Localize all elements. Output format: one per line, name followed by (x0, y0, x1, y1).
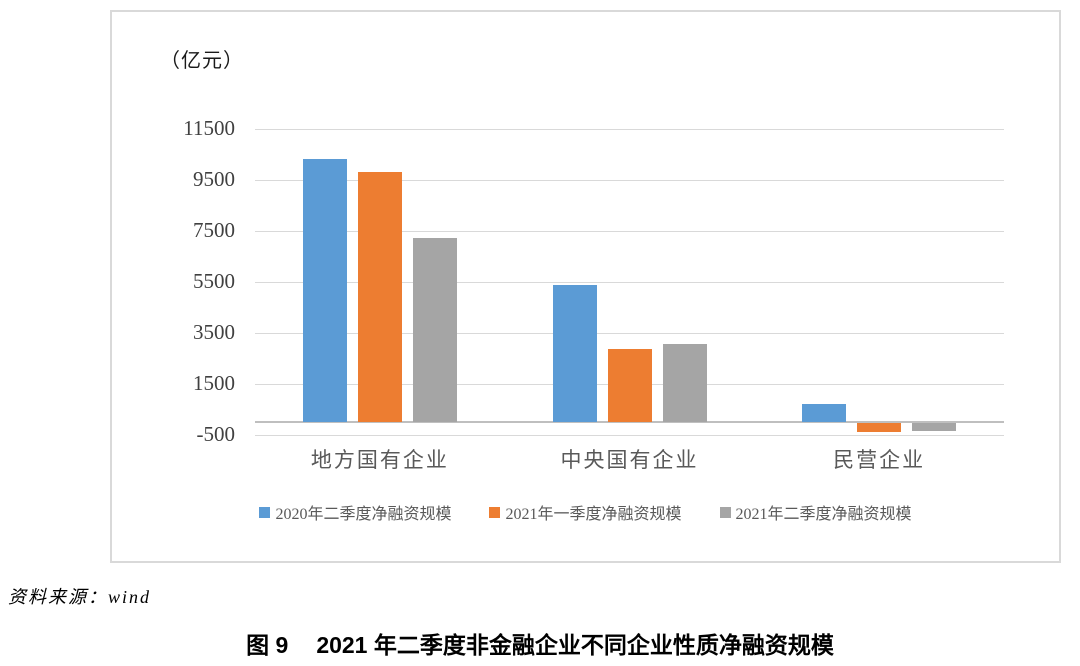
axis-unit-label: （亿元） (160, 50, 244, 72)
y-tick-label: 11500 (183, 115, 235, 140)
legend-label: 2021年二季度净融资规模 (735, 506, 912, 523)
gridline (255, 434, 1004, 436)
legend-label: 2020年二季度净融资规模 (275, 506, 452, 523)
x-category-label: 民营企业 (833, 448, 926, 472)
bar-地方国有企业-2021年二季度净融资规模 (412, 238, 457, 422)
chart-panel: （亿元） 11500 9500 7500 5500 3500 1500 -500 地方国有企业… (110, 10, 1061, 563)
legend-item: 2021年二季度净融资规模 (719, 500, 912, 524)
legend-swatch-icon (259, 506, 271, 518)
y-tick-label: 9500 (193, 166, 235, 191)
bar-民营企业-2020年二季度净融资规模 (802, 403, 847, 422)
legend-swatch-icon (489, 506, 501, 518)
legend-item: 2020年二季度净融资规模 (259, 500, 451, 524)
y-tick-label: 7500 (193, 217, 235, 242)
source-note: 资料来源：wind (8, 587, 152, 607)
figure-title: 2021 年二季度非金融企业不同企业性质净融资规模 (316, 632, 834, 658)
legend-label: 2021年一季度净融资规模 (505, 506, 682, 523)
x-category-label: 地方国有企业 (310, 448, 449, 472)
y-tick-label: 3500 (193, 319, 235, 344)
bar-中央国有企业-2021年一季度净融资规模 (607, 349, 652, 422)
legend-swatch-icon (719, 506, 731, 518)
x-axis-line (255, 420, 1004, 423)
bar-民营企业-2021年二季度净融资规模 (912, 422, 957, 432)
bar-民营企业-2021年一季度净融资规模 (857, 422, 902, 433)
figure-caption: 图 9 2021 年二季度非金融企业不同企业性质净融资规模 (0, 626, 1080, 660)
bar-地方国有企业-2020年二季度净融资规模 (302, 159, 347, 422)
bar-中央国有企业-2021年二季度净融资规模 (662, 344, 707, 422)
bar-地方国有企业-2021年一季度净融资规模 (357, 171, 402, 422)
chart-legend: 2020年二季度净融资规模 2021年一季度净融资规模 2021年二季度净融资规模 (112, 500, 1059, 524)
figure-number: 图 9 (246, 632, 289, 658)
gridline (255, 179, 1004, 181)
y-tick-label: 5500 (193, 268, 235, 293)
bar-中央国有企业-2020年二季度净融资规模 (552, 285, 597, 422)
gridline (255, 281, 1004, 283)
y-tick-label: -500 (196, 421, 236, 446)
legend-item: 2021年一季度净融资规模 (489, 500, 682, 524)
x-category-label: 中央国有企业 (560, 448, 699, 472)
y-tick-label: 1500 (193, 370, 235, 395)
gridline (255, 128, 1004, 130)
gridline (255, 230, 1004, 232)
gridline (255, 332, 1004, 334)
